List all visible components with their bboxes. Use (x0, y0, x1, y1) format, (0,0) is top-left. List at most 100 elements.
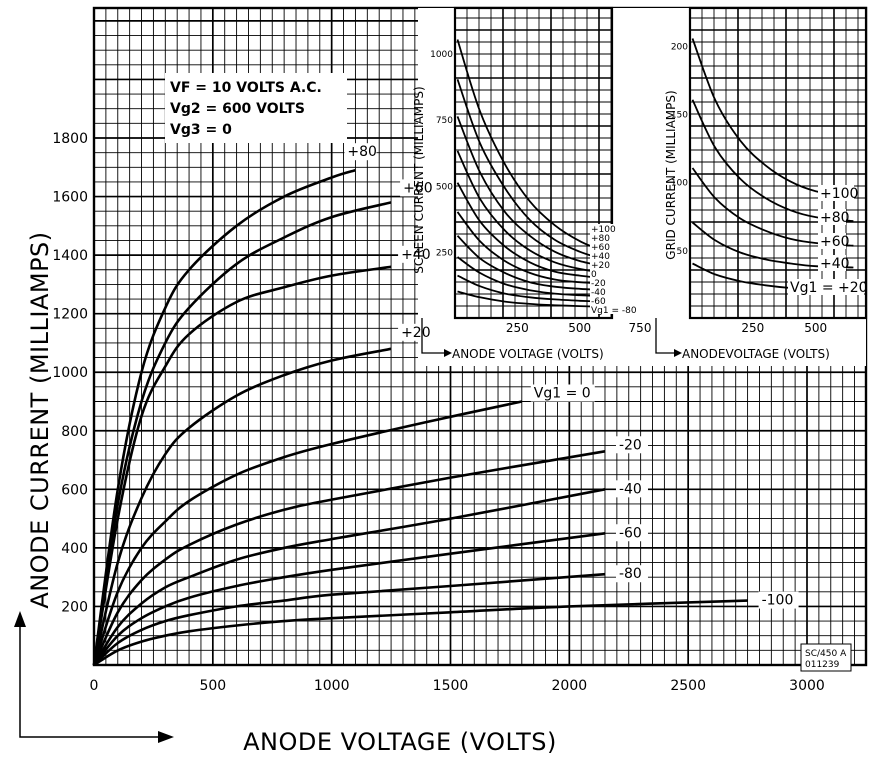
inset2-arrow-icon (674, 349, 682, 357)
grid-curve-label: +40 (820, 256, 850, 272)
screen-label-bg (590, 260, 614, 269)
grid-curve-label: +60 (820, 234, 850, 250)
grid-label-bg (818, 233, 846, 249)
anode-curve-label: Vg1 = 0 (534, 386, 591, 402)
screen-curve-0 (456, 211, 605, 285)
axis-arrow-up-icon (14, 611, 26, 627)
anode-curve--80 (93, 572, 606, 666)
main-y-tick-label: 800 (61, 424, 88, 440)
screen-curve-+60 (456, 116, 605, 268)
grid-label-bg (818, 209, 846, 225)
main-y-tick-label: 1400 (52, 248, 88, 264)
grid-curve-+60 (691, 167, 854, 247)
main-y-tick-label: 1200 (52, 307, 88, 323)
grid-curve-label: +100 (820, 186, 858, 202)
main-y-tick-label: 400 (61, 541, 88, 557)
screen-curve--60 (457, 274, 605, 303)
screen-curve-label: Vg1 = -80 (591, 306, 637, 316)
plot-frame (688, 6, 868, 320)
curve-label-bg (615, 565, 648, 583)
screen-curve-+100 (456, 39, 605, 253)
screen-curve-label: +100 (591, 225, 616, 235)
main-y-tick-label: 1600 (52, 190, 88, 206)
inset1-arrow-line (421, 318, 448, 354)
screen-label-bg (590, 269, 614, 278)
grid-label-bg (788, 279, 864, 295)
anode-curve-label: -20 (619, 437, 642, 453)
grid-curve-label: +80 (820, 210, 850, 226)
anode-curve-label: -60 (619, 525, 642, 541)
screen-label-bg (590, 296, 614, 305)
screen-curve--80 (457, 290, 605, 308)
anode-curve--20 (92, 450, 606, 666)
condition-screen: Vg2 = 600 VOLTS (170, 101, 305, 117)
anode-curve-label: +60 (403, 180, 433, 196)
screen-curve-label: +40 (591, 252, 610, 262)
screen-curve-label: +20 (591, 261, 610, 271)
main-x-tick-label: 0 (90, 678, 99, 694)
stamp-box (800, 643, 852, 672)
screen-curve-+40 (456, 150, 605, 274)
anode-curve-+20 (92, 347, 392, 666)
inset2-arrow-line (655, 318, 678, 354)
condition-filament: VF = 10 VOLTS A.C. (170, 80, 322, 96)
grid-curve-+40 (691, 221, 854, 269)
screen-curve--40 (456, 256, 605, 298)
grid-curve-+80 (691, 99, 854, 223)
screen-curve-label: -20 (591, 279, 606, 289)
screen-inset-x-title-bg (420, 342, 652, 364)
main-x-axis-title: ANODE VOLTAGE (VOLTS) (243, 728, 557, 756)
main-x-tick-label: 3000 (789, 678, 825, 694)
axis-arrow-line (19, 615, 160, 738)
curve-label-bg (400, 179, 433, 197)
main-x-tick-label: 500 (199, 678, 226, 694)
grid-x-tick-label: 250 (741, 321, 764, 335)
screen-curve-label: +60 (591, 243, 610, 253)
main-x-tick-label: 2000 (552, 678, 588, 694)
anode-curve-+40 (92, 265, 392, 666)
screen-curve-+20 (456, 182, 605, 280)
anode-curve-label: +20 (401, 325, 431, 341)
stamp-code: SC/450 A (805, 649, 847, 659)
plot-frame (453, 6, 614, 320)
screen-x-tick-label: 500 (568, 321, 591, 335)
screen-y-tick-label: 250 (436, 249, 453, 259)
screen-inset-x-title: ANODE VOLTAGE (VOLTS) (452, 347, 604, 361)
anode-curve-label: -40 (619, 481, 642, 497)
curve-label-bg (344, 143, 377, 161)
screen-curve-label: -60 (591, 297, 606, 307)
main-y-tick-label: 600 (61, 482, 88, 498)
screen-curve-label: +80 (591, 234, 610, 244)
screen-curve--20 (456, 235, 605, 292)
curve-label-bg (615, 436, 648, 454)
curve-label-bg (615, 480, 648, 498)
screen-label-bg (590, 305, 614, 314)
screen-y-tick-label: 500 (436, 182, 453, 192)
curve-label-bg (398, 245, 431, 263)
anode-curve--60 (92, 532, 606, 666)
screen-curve-label: -40 (591, 288, 606, 298)
main-y-tick-label: 200 (61, 599, 88, 615)
anode-curve-label: +40 (401, 247, 431, 263)
grid-x-tick-label: 500 (804, 321, 827, 335)
grid-y-tick-label: 200 (671, 42, 688, 52)
screen-label-bg (590, 242, 614, 251)
screen-inset-y-title: SCREEN CURRENT (MILLIAMPS) (412, 86, 426, 273)
screen-curve-label: 0 (591, 270, 597, 280)
grid-inset-x-title: ANODEVOLTAGE (VOLTS) (682, 347, 830, 361)
screen-label-bg (590, 233, 614, 242)
main-y-tick-label: 1800 (52, 131, 88, 147)
main-y-tick-label: 1000 (52, 365, 88, 381)
axis-arrow-right-icon (158, 731, 174, 743)
anode-curve--40 (92, 488, 606, 666)
grid-curve-label: Vg1 = +20 (790, 280, 868, 296)
anode-curve-label: -80 (619, 566, 642, 582)
stamp-number: 011239 (805, 660, 840, 670)
anode-curve--100 (93, 599, 748, 667)
main-curves (92, 168, 748, 667)
grid-curve-+100 (691, 38, 854, 199)
inset-backdrop (418, 8, 866, 366)
curve-label-bg (530, 384, 595, 402)
anode-curve-+80 (92, 168, 356, 666)
